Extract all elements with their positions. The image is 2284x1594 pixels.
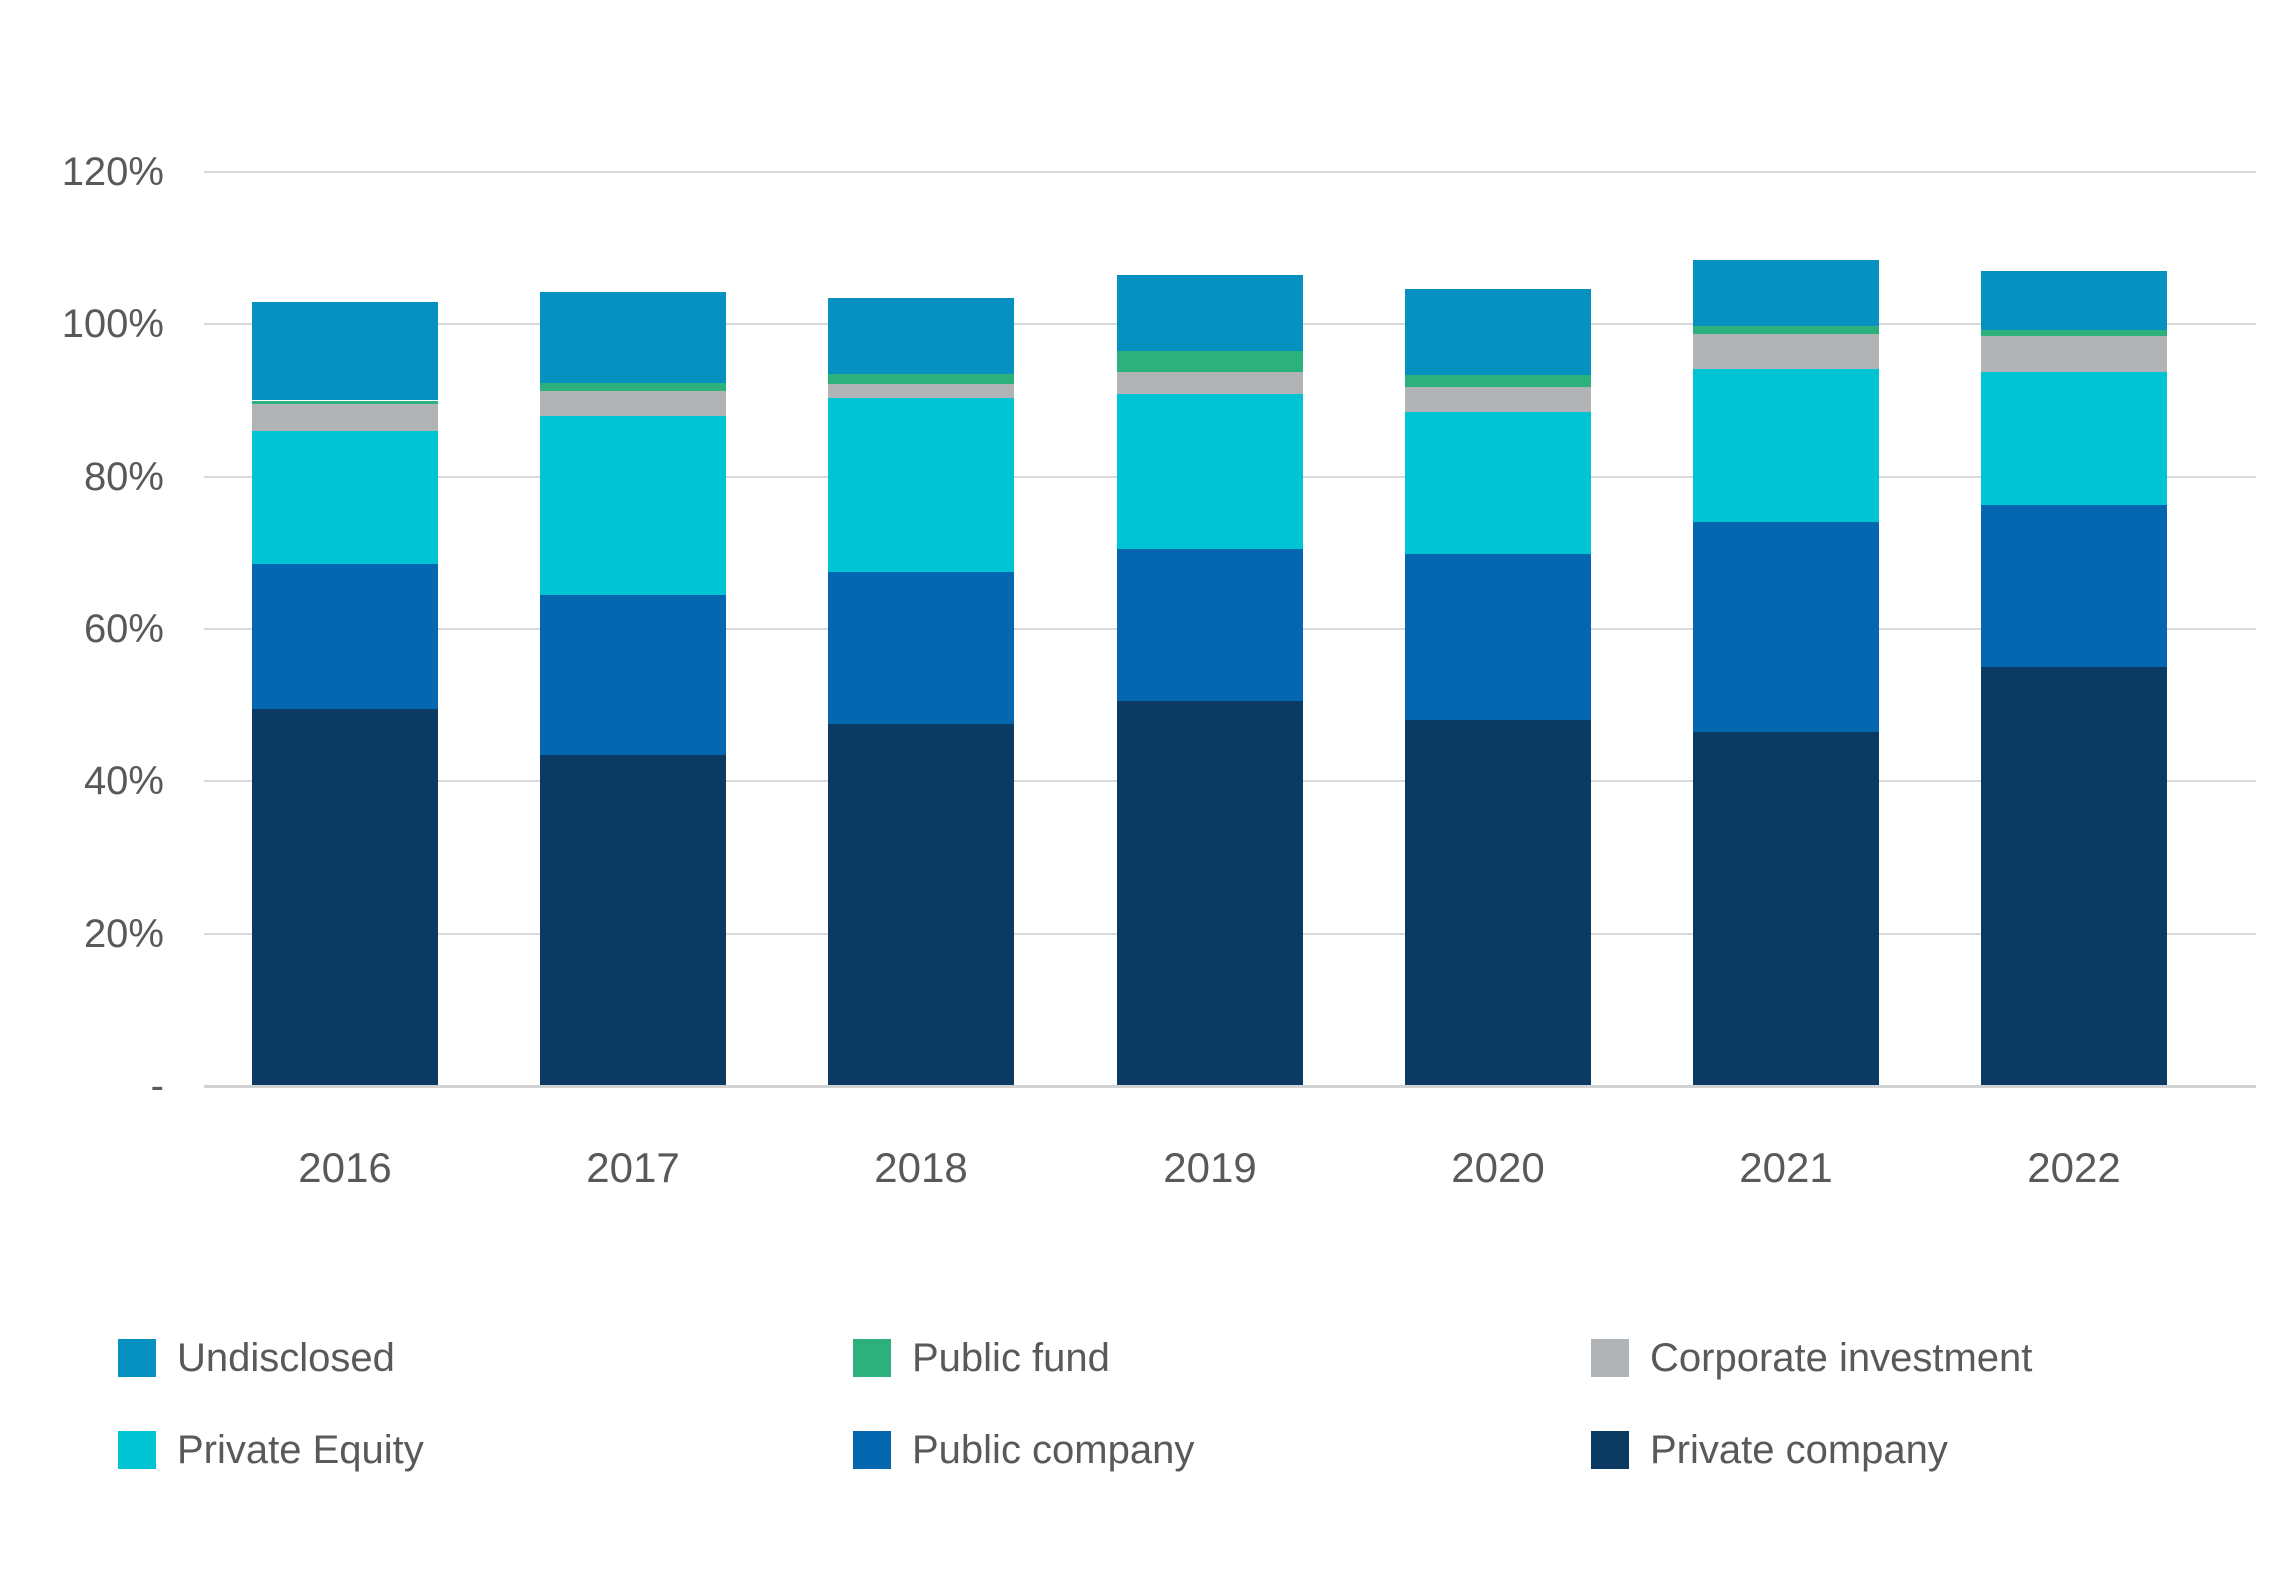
x-axis-tick-label: 2022 — [2027, 1144, 2121, 1191]
x-axis-tick-label: 2017 — [586, 1144, 680, 1191]
x-axis-tick-label: 2021 — [1739, 1144, 1833, 1191]
bar-segment-undisclosed — [828, 298, 1014, 374]
y-axis-tick-label: 40% — [83, 759, 164, 804]
legend-swatch-private-equity — [118, 1431, 156, 1469]
x-axis-line — [204, 1085, 2256, 1088]
y-axis-tick-label: - — [150, 1064, 164, 1108]
bar-segment-private-company — [1981, 667, 2167, 1086]
bar-segment-public-company — [540, 594, 726, 755]
x-axis-tick-label: 2018 — [874, 1144, 968, 1191]
bar-segment-public-company — [1117, 549, 1303, 702]
bar-segment-corporate-investment — [1981, 335, 2167, 372]
y-axis-tick-label: 120% — [61, 150, 164, 194]
bar-segment-public-company — [828, 571, 1014, 725]
bar-segment-public-fund — [1981, 330, 2167, 336]
x-axis-tick-label: 2019 — [1163, 1144, 1257, 1191]
bar-segment-public-company — [252, 564, 438, 709]
bar-segment-corporate-investment — [828, 383, 1014, 399]
bar-segment-private-equity — [1693, 368, 1879, 523]
bar-segment-private-company — [540, 754, 726, 1086]
x-axis-tick-label: 2020 — [1451, 1144, 1545, 1191]
legend-label: Corporate investment — [1650, 1336, 2033, 1380]
bar-segment-undisclosed — [1693, 259, 1879, 326]
bar-segment-private-company — [828, 724, 1014, 1086]
bar-segment-private-equity — [1405, 411, 1591, 555]
bar-segment-public-fund — [540, 382, 726, 391]
legend-label: Undisclosed — [177, 1336, 395, 1380]
legend-swatch-private-company — [1591, 1431, 1629, 1469]
bar-segment-public-fund — [1117, 350, 1303, 373]
bar-segment-public-fund — [828, 373, 1014, 384]
bar-segment-private-company — [252, 708, 438, 1086]
bar-segment-undisclosed — [540, 292, 726, 383]
bar-segment-public-company — [1981, 504, 2167, 668]
bar-segment-undisclosed — [1981, 271, 2167, 331]
legend-swatch-public-company — [853, 1431, 891, 1469]
legend-swatch-public-fund — [853, 1339, 891, 1377]
bar-segment-corporate-investment — [1117, 372, 1303, 395]
bar-segment-public-company — [1405, 554, 1591, 721]
bar-segment-private-company — [1405, 720, 1591, 1086]
legend-label: Private company — [1650, 1428, 1948, 1472]
gridline — [204, 171, 2256, 173]
bar-segment-undisclosed — [1117, 274, 1303, 351]
y-axis-tick-label: 80% — [83, 454, 164, 499]
legend-label: Public company — [912, 1428, 1195, 1472]
bar-segment-public-fund — [1693, 325, 1879, 335]
bar-segment-private-equity — [1117, 394, 1303, 550]
legend-swatch-corporate-investment — [1591, 1339, 1629, 1377]
bar-segment-private-equity — [540, 415, 726, 595]
y-axis-tick-label: 20% — [83, 911, 164, 956]
bar-segment-corporate-investment — [1693, 334, 1879, 369]
bar-segment-private-equity — [1981, 371, 2167, 505]
bar-segment-undisclosed — [1405, 288, 1591, 376]
bar-segment-private-equity — [252, 430, 438, 565]
bar-segment-private-company — [1693, 731, 1879, 1086]
bar-segment-public-company — [1693, 522, 1879, 732]
bar-segment-public-fund — [1405, 375, 1591, 387]
legend-label: Private Equity — [177, 1428, 424, 1472]
y-axis-tick-label: 60% — [83, 607, 164, 651]
x-axis-tick-label: 2016 — [298, 1144, 392, 1191]
y-axis-tick-label: 100% — [61, 302, 164, 347]
bar-segment-undisclosed — [252, 302, 438, 401]
bar-segment-private-company — [1117, 701, 1303, 1086]
legend-label: Public fund — [912, 1336, 1110, 1380]
legend-swatch-undisclosed — [118, 1339, 156, 1377]
bar-segment-public-fund — [252, 400, 438, 405]
bar-segment-corporate-investment — [252, 404, 438, 431]
bar-segment-corporate-investment — [540, 390, 726, 416]
bar-segment-private-equity — [828, 398, 1014, 572]
bar-segment-corporate-investment — [1405, 386, 1591, 412]
